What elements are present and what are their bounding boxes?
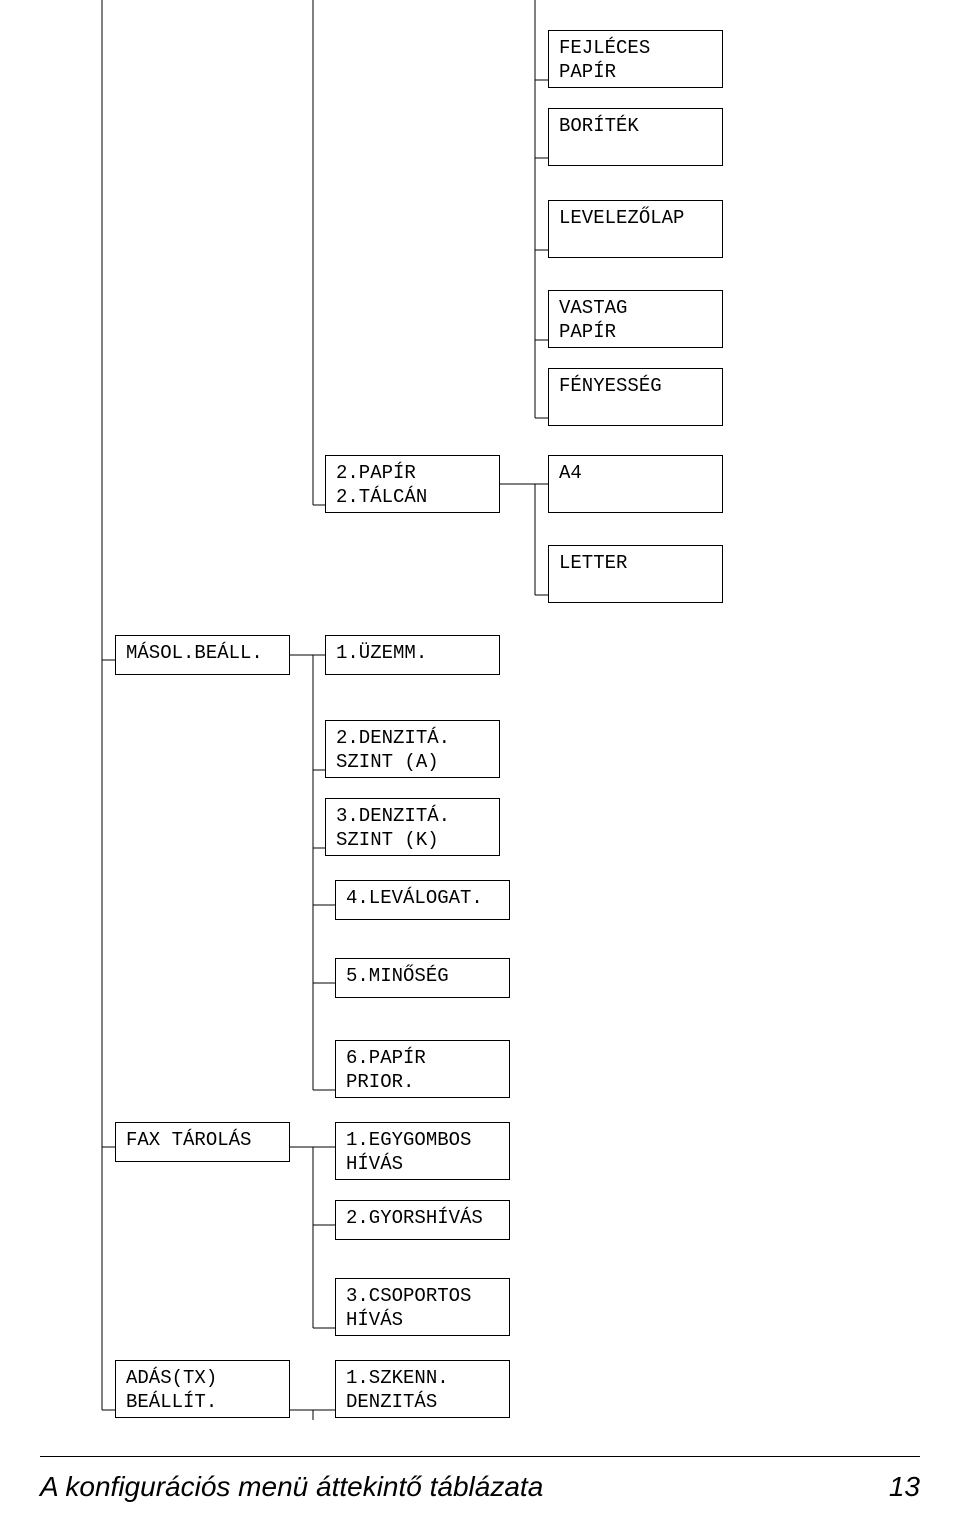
node-adas-tx-beallit: ADÁS(TX) BEÁLLÍT. [115,1360,290,1418]
node-6-papir-prior: 6.PAPÍR PRIOR. [335,1040,510,1098]
node-2-gyorshivas: 2.GYORSHÍVÁS [335,1200,510,1240]
node-label: 5.MINŐSÉG [346,965,449,989]
footer-page-number: 13 [889,1471,920,1503]
footer-rule [40,1456,920,1457]
node-label: MÁSOL.BEÁLL. [126,642,263,666]
node-4-levalogat: 4.LEVÁLOGAT. [335,880,510,920]
node-fenyesseg: FÉNYESSÉG [548,368,723,426]
node-label: 2.GYORSHÍVÁS [346,1207,483,1231]
node-2-papir-2-talcan: 2.PAPÍR 2.TÁLCÁN [325,455,500,513]
node-letter: LETTER [548,545,723,603]
node-label: ADÁS(TX) BEÁLLÍT. [126,1367,217,1415]
node-label: LEVELEZŐLAP [559,207,684,231]
node-vastag-papir: VASTAG PAPÍR [548,290,723,348]
node-label: FAX TÁROLÁS [126,1129,251,1153]
node-1-szkenn-denzitas: 1.SZKENN. DENZITÁS [335,1360,510,1418]
node-masol-beall: MÁSOL.BEÁLL. [115,635,290,675]
page: FEJLÉCES PAPÍR BORÍTÉK LEVELEZŐLAP VASTA… [0,0,960,1533]
node-label: FÉNYESSÉG [559,375,662,399]
node-5-minoseg: 5.MINŐSÉG [335,958,510,998]
node-label: LETTER [559,552,627,576]
node-label: FEJLÉCES PAPÍR [559,37,650,85]
node-label: 3.CSOPORTOS HÍVÁS [346,1285,471,1333]
node-label: 1.EGYGOMBOS HÍVÁS [346,1129,471,1177]
node-3-denzita-k: 3.DENZITÁ. SZINT (K) [325,798,500,856]
node-label: 2.PAPÍR 2.TÁLCÁN [336,462,427,510]
node-boritek: BORÍTÉK [548,108,723,166]
node-label: 1.SZKENN. DENZITÁS [346,1367,449,1415]
node-label: 3.DENZITÁ. SZINT (K) [336,805,450,853]
node-label: VASTAG PAPÍR [559,297,627,345]
node-1-egygombos-hivas: 1.EGYGOMBOS HÍVÁS [335,1122,510,1180]
node-fax-tarolas: FAX TÁROLÁS [115,1122,290,1162]
node-2-denzita-a: 2.DENZITÁ. SZINT (A) [325,720,500,778]
node-label: BORÍTÉK [559,115,639,139]
footer-title: A konfigurációs menü áttekintő táblázata [40,1471,543,1503]
node-label: 6.PAPÍR PRIOR. [346,1047,426,1095]
node-label: 1.ÜZEMM. [336,642,427,666]
node-label: A4 [559,462,582,486]
node-label: 4.LEVÁLOGAT. [346,887,483,911]
node-fejleces-papir: FEJLÉCES PAPÍR [548,30,723,88]
node-label: 2.DENZITÁ. SZINT (A) [336,727,450,775]
node-a4: A4 [548,455,723,513]
node-3-csoportos-hivas: 3.CSOPORTOS HÍVÁS [335,1278,510,1336]
node-1-uzemm: 1.ÜZEMM. [325,635,500,675]
footer: A konfigurációs menü áttekintő táblázata… [40,1471,920,1503]
node-levelezolap: LEVELEZŐLAP [548,200,723,258]
